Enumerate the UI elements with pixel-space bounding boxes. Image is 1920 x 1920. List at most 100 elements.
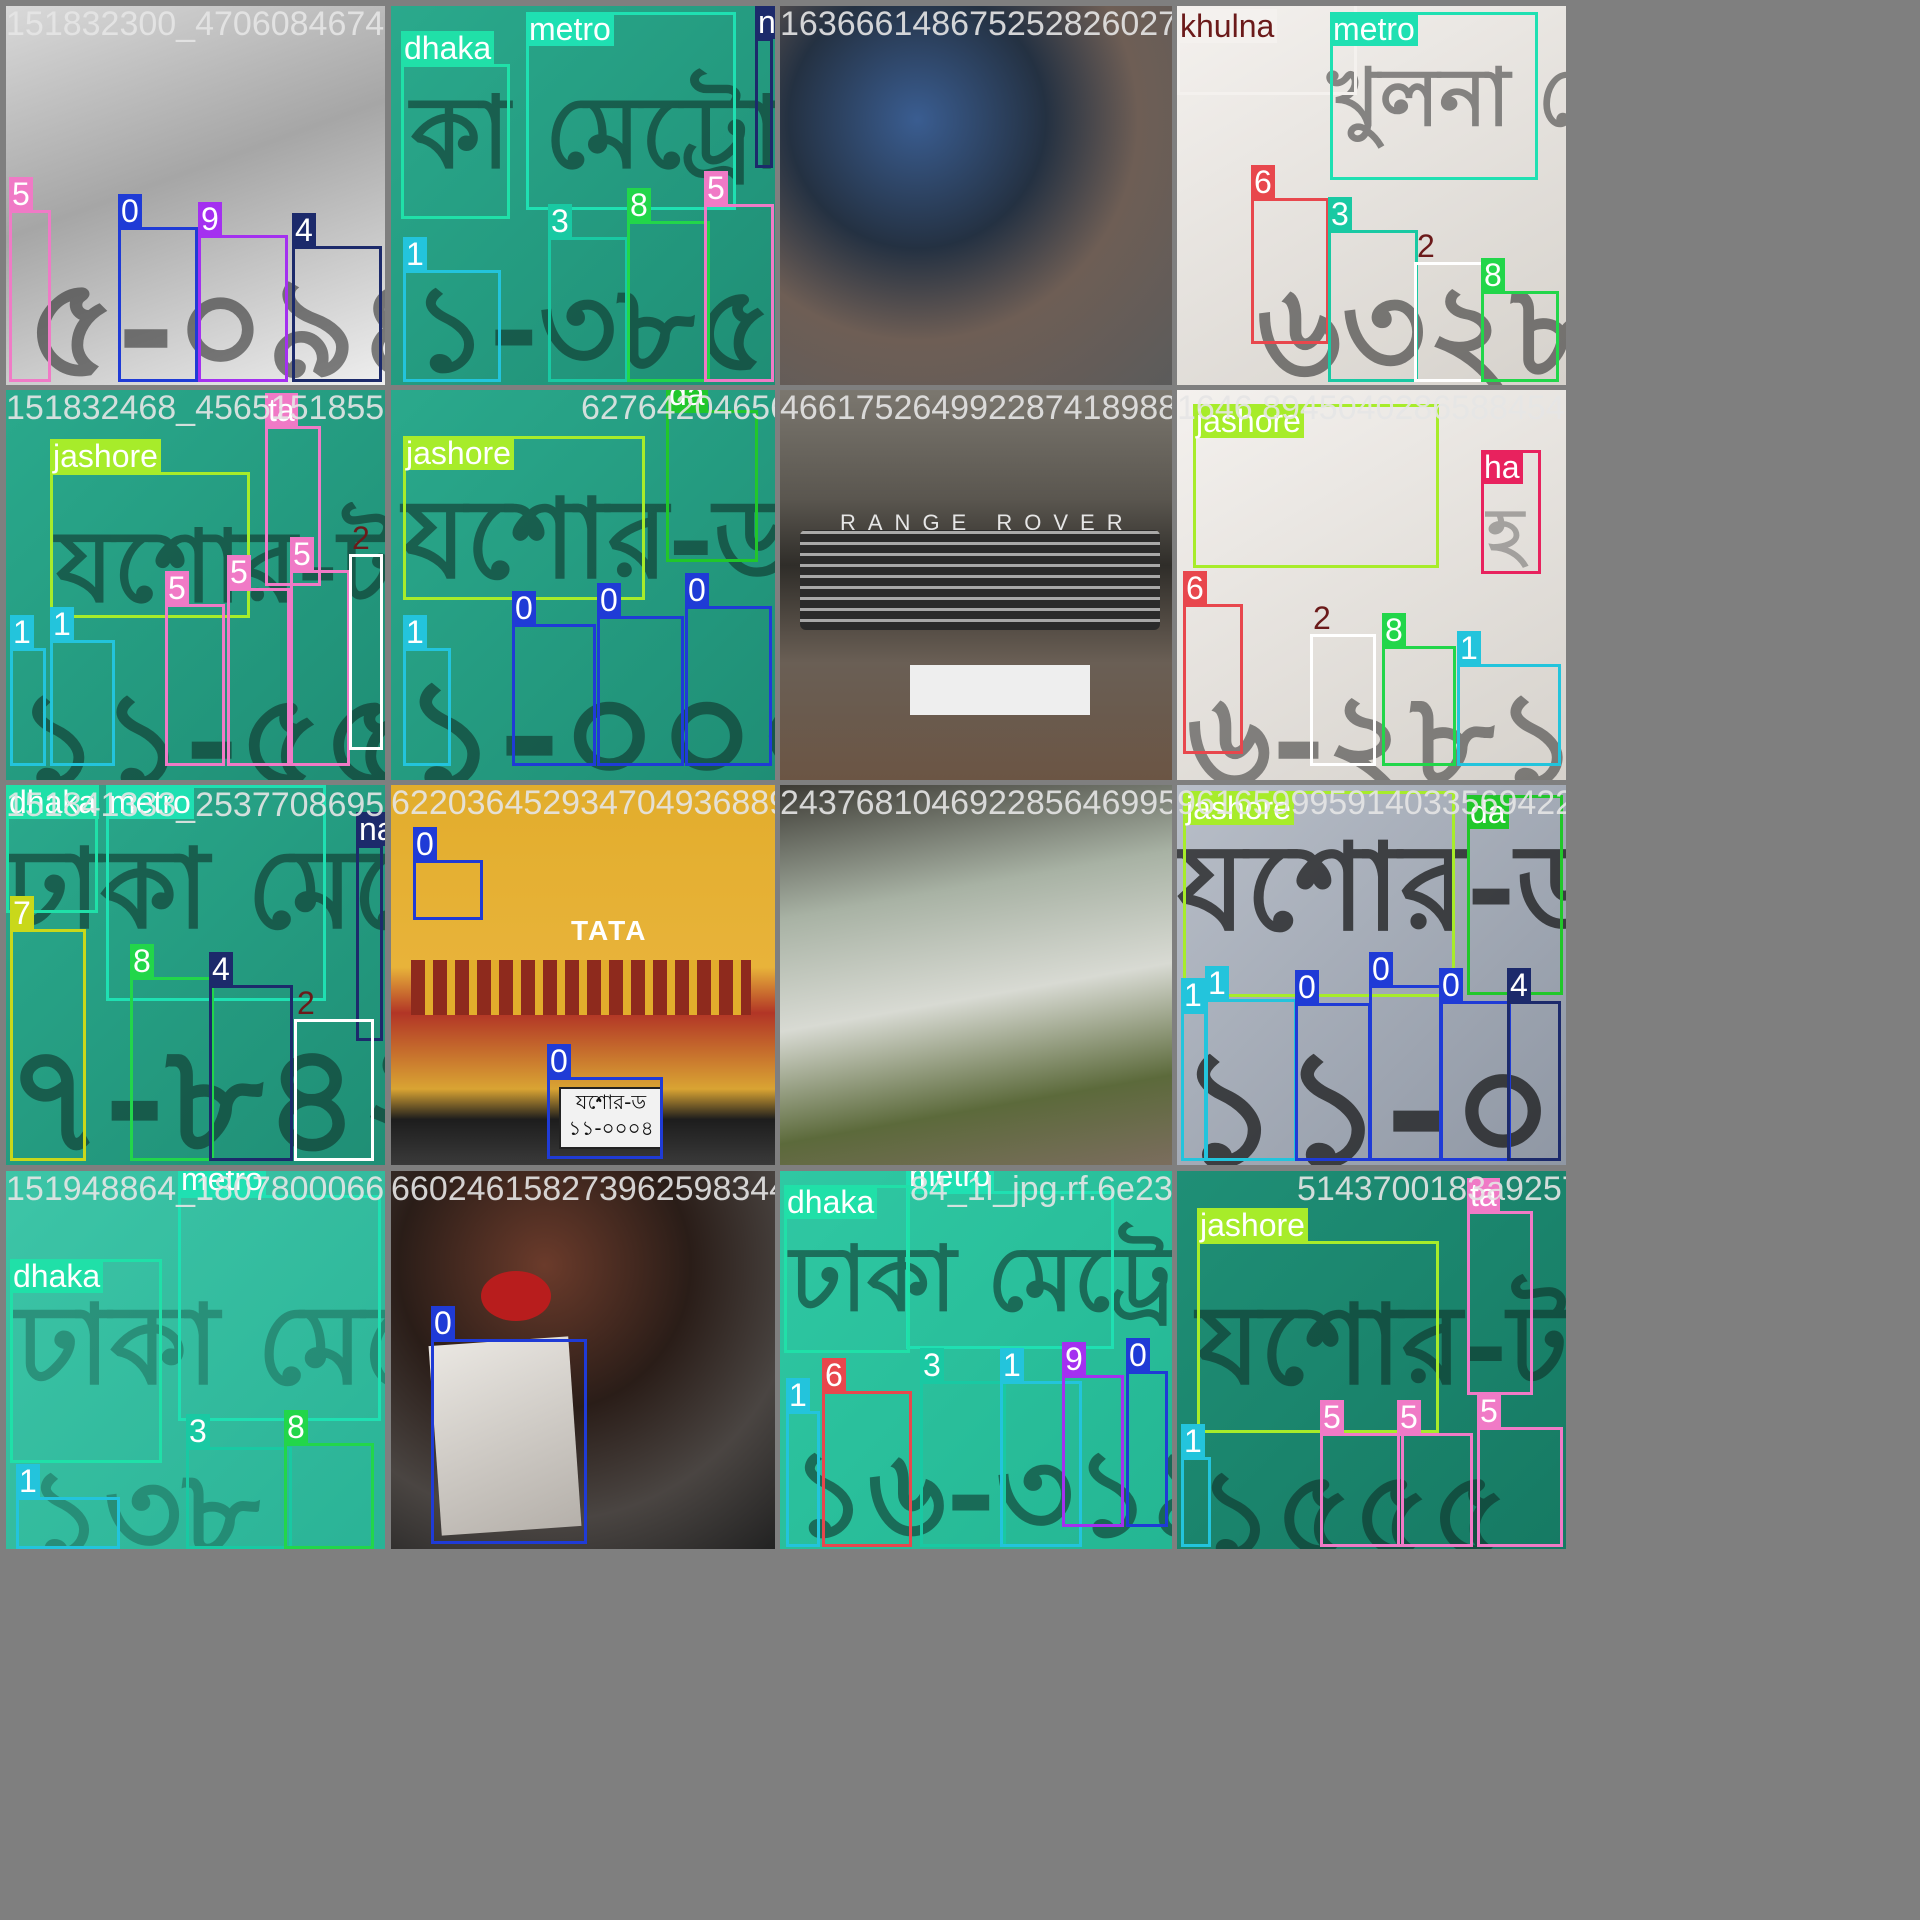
detection-box: jashore bbox=[403, 436, 645, 600]
plate-glyphs: ১-৩৮৫ bbox=[411, 258, 773, 385]
plate-glyphs: ১৬-৩১৯০ bbox=[790, 1423, 1172, 1549]
tile-1: কা মেট্রো ১-৩৮৫ dhaka metro na 1 3 8 5 bbox=[391, 6, 775, 385]
detection-box: 1 bbox=[16, 1464, 120, 1549]
detection-label: metro bbox=[526, 12, 614, 46]
tile-filename: 2437681046922856469957236 bbox=[780, 785, 1172, 822]
detection-box: 3 bbox=[1328, 197, 1418, 382]
detection-label: 8 bbox=[1382, 613, 1406, 647]
detection-box: 2 bbox=[294, 986, 374, 1161]
tile-filename: 9616599959140335694223 bbox=[1177, 785, 1566, 822]
detection-label: 3 bbox=[920, 1348, 944, 1382]
detection-label: ta bbox=[1467, 1178, 1500, 1212]
detection-box: 3 bbox=[920, 1348, 1006, 1547]
detection-label: 5 bbox=[9, 177, 33, 211]
detection-box: 0 bbox=[118, 194, 198, 382]
detection-label: 0 bbox=[118, 194, 142, 228]
detection-box: 8 bbox=[627, 188, 710, 382]
plate-glyphs: ১১-৫৫৫ bbox=[16, 663, 385, 780]
tile-filename: 5143700183a92571243183861 bbox=[1297, 1171, 1566, 1208]
detection-label: 1 bbox=[16, 1464, 40, 1498]
detection-label: 5 bbox=[227, 555, 251, 589]
detection-label: dhaka bbox=[10, 1259, 104, 1293]
detection-box: jashore bbox=[1183, 791, 1455, 997]
detection-label: dhaka bbox=[6, 785, 100, 819]
detection-box: da bbox=[1467, 795, 1563, 995]
detection-label: 6 bbox=[1183, 571, 1207, 605]
tile-filename: 6220364529347049368899290 bbox=[391, 785, 775, 822]
tail-light bbox=[481, 1271, 551, 1321]
detection-box: metro bbox=[906, 1171, 1114, 1349]
detection-box: 0 bbox=[597, 583, 684, 766]
detection-box: 0 bbox=[1369, 952, 1443, 1161]
detection-box: 1 bbox=[1205, 966, 1297, 1161]
detection-box: 0 bbox=[685, 573, 772, 766]
detection-label: 4 bbox=[209, 952, 233, 986]
detection-label: jashore bbox=[1193, 404, 1304, 438]
detection-label: 5 bbox=[704, 171, 728, 205]
detection-label: 9 bbox=[198, 202, 222, 236]
tile-15: যশোর-ট ১৫৫৫ 5143700183a92571243183861 ta… bbox=[1177, 1171, 1566, 1549]
detection-label: dhaka bbox=[401, 31, 495, 65]
detection-box: ta bbox=[265, 393, 321, 586]
detection-box: 2 bbox=[1310, 601, 1376, 766]
tile-5: যশোর-ড ১-০০০ 6276420465629902 jashore da… bbox=[391, 390, 775, 780]
detection-box: 5 bbox=[165, 571, 225, 766]
detection-label: 8 bbox=[627, 188, 651, 222]
bus-plate: যশোর-ড ১১-০০০৪ bbox=[559, 1087, 663, 1149]
detection-box: 1 bbox=[1000, 1348, 1082, 1547]
detection-label: 0 bbox=[1439, 968, 1463, 1002]
detection-label: khulna bbox=[1177, 9, 1278, 43]
detection-label: dhaka bbox=[784, 1185, 878, 1219]
plate-glyphs: ঢাকা মেট্রো bbox=[16, 1280, 385, 1409]
detection-box: jashore bbox=[50, 439, 250, 618]
detection-label: 1 bbox=[10, 615, 34, 649]
bus-plate-top: যশোর-ড bbox=[575, 1090, 647, 1114]
plate-glyphs: ৫-০৯৪ bbox=[26, 246, 385, 385]
tile-filename: 151832468_45651518553111 bbox=[6, 390, 385, 427]
detection-label: 1 bbox=[403, 615, 427, 649]
detection-label: da bbox=[666, 390, 708, 411]
detection-box: 0 bbox=[1295, 970, 1371, 1161]
tile-filename: 151832300_47060846741089519749 bbox=[6, 6, 385, 43]
plate-glyphs: খুলনা মেট্রো bbox=[1327, 50, 1566, 144]
detection-label: 2 bbox=[352, 520, 370, 556]
tile-filename: 1646 894504028658845438 bbox=[1177, 390, 1566, 427]
bus-grille bbox=[411, 960, 751, 1015]
detection-label: 4 bbox=[292, 213, 316, 247]
detection-label: 1 bbox=[1205, 966, 1229, 1000]
detection-box: 6 bbox=[1251, 165, 1329, 344]
detection-label: jashore bbox=[1183, 791, 1294, 825]
detection-label: 3 bbox=[548, 204, 572, 238]
tile-4: যশোর-ট ১১-৫৫৫ 151832468_45651518553111 t… bbox=[6, 390, 385, 780]
detection-box: 0 bbox=[1126, 1338, 1168, 1527]
detection-box: jashore bbox=[1197, 1208, 1439, 1433]
detection-label: 1 bbox=[786, 1378, 810, 1412]
detection-box: 5 bbox=[704, 171, 774, 382]
detection-box: 4 bbox=[209, 952, 293, 1161]
detection-box: 2 bbox=[349, 521, 383, 750]
detection-box: 8 bbox=[1481, 258, 1559, 382]
detection-box: 8 bbox=[1382, 613, 1456, 766]
detection-box: metro bbox=[178, 1171, 381, 1421]
detection-label: 5 bbox=[1397, 1400, 1421, 1434]
detection-box: dhaka bbox=[784, 1185, 910, 1353]
tile-6: RANGE ROVER 4661752649922874189880011 bbox=[780, 390, 1172, 780]
detection-box: 1 bbox=[786, 1378, 820, 1547]
detection-box: 4 bbox=[292, 213, 382, 382]
detection-box: jashore bbox=[1193, 404, 1439, 568]
detection-box: 7 bbox=[10, 896, 86, 1161]
detection-box: dhaka bbox=[10, 1259, 162, 1463]
detection-box: metro bbox=[106, 785, 326, 1001]
detection-box: 2 bbox=[1414, 229, 1484, 382]
tile-filename: 151948864_18078000660641 bbox=[6, 1171, 385, 1208]
detection-label: metro bbox=[906, 1171, 994, 1192]
detection-box: 0 bbox=[1439, 968, 1511, 1161]
detection-box: khulna bbox=[1177, 6, 1357, 95]
detection-box: 3 bbox=[548, 204, 628, 382]
detection-box: 1 bbox=[10, 615, 46, 766]
plate-glyphs: যশোর-ড bbox=[1177, 817, 1566, 958]
detection-label: 5 bbox=[165, 571, 189, 605]
detection-label: 0 bbox=[547, 1044, 571, 1078]
detection-label: jashore bbox=[403, 436, 514, 470]
detection-box: 1 bbox=[50, 607, 115, 766]
